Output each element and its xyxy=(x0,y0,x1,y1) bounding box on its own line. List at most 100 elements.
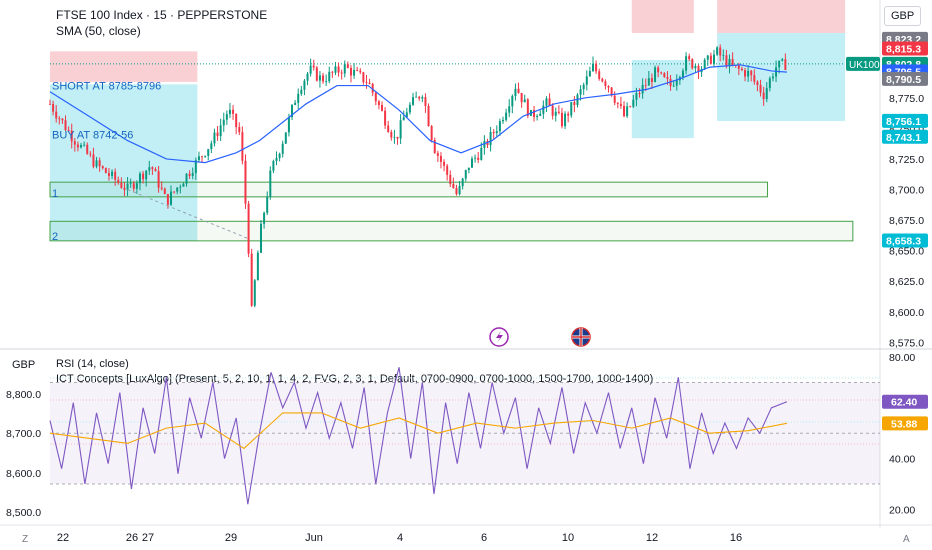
candle-body xyxy=(480,147,483,160)
rsi-label-text: 62.40 xyxy=(891,397,917,409)
candle-body xyxy=(647,78,650,86)
candle-body xyxy=(114,171,117,180)
candle-body xyxy=(194,160,197,174)
candle-body xyxy=(325,81,328,82)
candle-body xyxy=(253,280,256,306)
candle-body xyxy=(405,112,408,118)
candle-body xyxy=(322,75,325,82)
symbol-tag-text: UK100 xyxy=(849,60,880,71)
chart-header-symbol[interactable]: FTSE 100 Index · 15 · PEPPERSTONE xyxy=(56,8,268,22)
candle-body xyxy=(204,155,207,157)
candle-body xyxy=(716,47,719,55)
candle-body xyxy=(557,111,560,113)
y-tick-label: 8,650.0 xyxy=(889,246,924,258)
x-tick-label: 16 xyxy=(730,532,742,544)
candle-body xyxy=(548,98,551,106)
candle-body xyxy=(207,149,210,156)
candle-body xyxy=(663,73,666,78)
rsi-line xyxy=(49,367,788,505)
rsi-left-tick: 8,500.0 xyxy=(6,507,41,519)
zone-red-0 xyxy=(50,51,198,82)
candle-body xyxy=(452,183,455,188)
candle-body xyxy=(415,96,418,98)
candle-body xyxy=(685,56,688,71)
candle-body xyxy=(148,167,151,171)
candle-body xyxy=(744,70,747,77)
candle-body xyxy=(312,65,315,68)
candle-body xyxy=(427,105,430,127)
candle-body xyxy=(731,59,734,66)
candle-body xyxy=(632,99,635,107)
candle-body xyxy=(421,97,424,99)
candle-body xyxy=(142,173,145,180)
price-label-box xyxy=(882,113,928,128)
candle-body xyxy=(356,70,359,71)
candle-body xyxy=(430,126,433,141)
currency-button-main[interactable]: GBP xyxy=(884,6,922,26)
candle-body xyxy=(126,183,129,190)
candle-body xyxy=(554,111,557,116)
zone-green-7 xyxy=(49,220,854,242)
candle-body xyxy=(412,97,415,105)
candle-body xyxy=(135,183,138,189)
timezone-button-left[interactable]: Z xyxy=(22,534,29,545)
annotation-text-0: SHORT AT 8785-8796 xyxy=(52,81,161,93)
candle-body xyxy=(560,112,563,127)
candle-body xyxy=(402,117,405,121)
candle-body xyxy=(495,131,498,134)
rsi-header[interactable]: RSI (14, close) xyxy=(56,358,129,370)
candle-body xyxy=(607,85,610,88)
price-label-text: 8,756.1 xyxy=(886,116,921,128)
candle-body xyxy=(145,170,148,180)
candle-body xyxy=(219,125,222,137)
x-tick-label: 26 xyxy=(126,532,138,544)
candles-group xyxy=(49,44,787,308)
ict-header[interactable]: ICT Concepts [LuxAlgo] (Present, 5, 2, 1… xyxy=(56,373,654,385)
zone-cyan-3 xyxy=(631,59,694,139)
candle-body xyxy=(641,84,644,94)
candle-body xyxy=(225,114,228,120)
candle-body xyxy=(154,169,157,172)
candle-body xyxy=(508,106,511,113)
candle-body xyxy=(492,131,495,134)
candle-body xyxy=(582,84,585,90)
candle-body xyxy=(331,71,334,73)
candle-body xyxy=(458,186,461,195)
candle-body xyxy=(604,81,607,86)
candle-body xyxy=(107,172,110,176)
candle-body xyxy=(294,102,297,105)
candle-body xyxy=(353,70,356,76)
candle-body xyxy=(573,102,576,105)
candle-body xyxy=(259,223,262,253)
candle-body xyxy=(104,168,107,173)
candle-body xyxy=(101,166,104,169)
candle-body xyxy=(92,154,95,167)
candle-body xyxy=(461,178,464,187)
candle-body xyxy=(533,110,536,118)
candle-body xyxy=(191,173,194,176)
candle-body xyxy=(477,157,480,160)
candle-body xyxy=(55,111,58,119)
candle-body xyxy=(297,93,300,103)
rsi-label-text: 53.88 xyxy=(891,418,917,430)
annotation-text-1: BUY AT 8742-56 xyxy=(52,129,133,141)
candle-body xyxy=(775,67,778,77)
candle-body xyxy=(384,110,387,126)
candle-body xyxy=(706,55,709,60)
chart-header-sma[interactable]: SMA (50, close) xyxy=(56,24,141,38)
rsi-left-tick: 8,800.0 xyxy=(6,389,41,401)
x-tick-label: 10 xyxy=(562,532,574,544)
candle-body xyxy=(526,99,529,116)
candle-body xyxy=(340,72,343,74)
candle-body xyxy=(176,187,179,192)
candle-body xyxy=(771,76,774,79)
candle-body xyxy=(213,132,216,144)
candle-body xyxy=(464,170,467,179)
candle-body xyxy=(49,103,51,105)
y-tick-label: 8,625.0 xyxy=(889,276,924,288)
candle-body xyxy=(688,56,691,60)
candle-body xyxy=(129,183,132,185)
rsi-right-tick: 20.00 xyxy=(889,504,915,516)
auto-scale-button[interactable]: A xyxy=(903,534,910,545)
